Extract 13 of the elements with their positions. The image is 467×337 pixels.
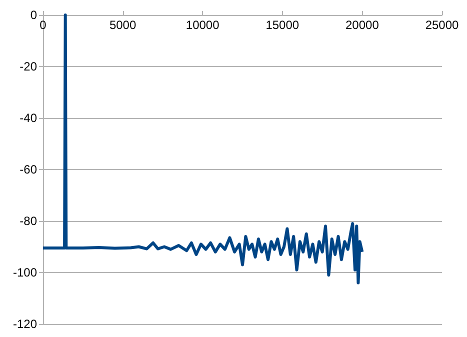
y-tick-label: 0	[30, 8, 38, 22]
x-tick-label: 25000	[425, 18, 460, 32]
y-tick-label: -100	[12, 266, 38, 280]
y-tick-label: -40	[20, 111, 38, 125]
x-tick-label: 20000	[346, 18, 380, 32]
y-tick-label: -20	[20, 60, 38, 74]
y-tick-label: -120	[12, 317, 38, 331]
y-tick-label: -80	[20, 214, 38, 228]
x-tick-label: 15000	[266, 18, 300, 32]
y-tick-label: -60	[20, 162, 38, 176]
x-tick-label: 5000	[109, 18, 136, 32]
x-tick-label: 10000	[186, 18, 220, 32]
x-tick-label: 0	[40, 18, 47, 32]
